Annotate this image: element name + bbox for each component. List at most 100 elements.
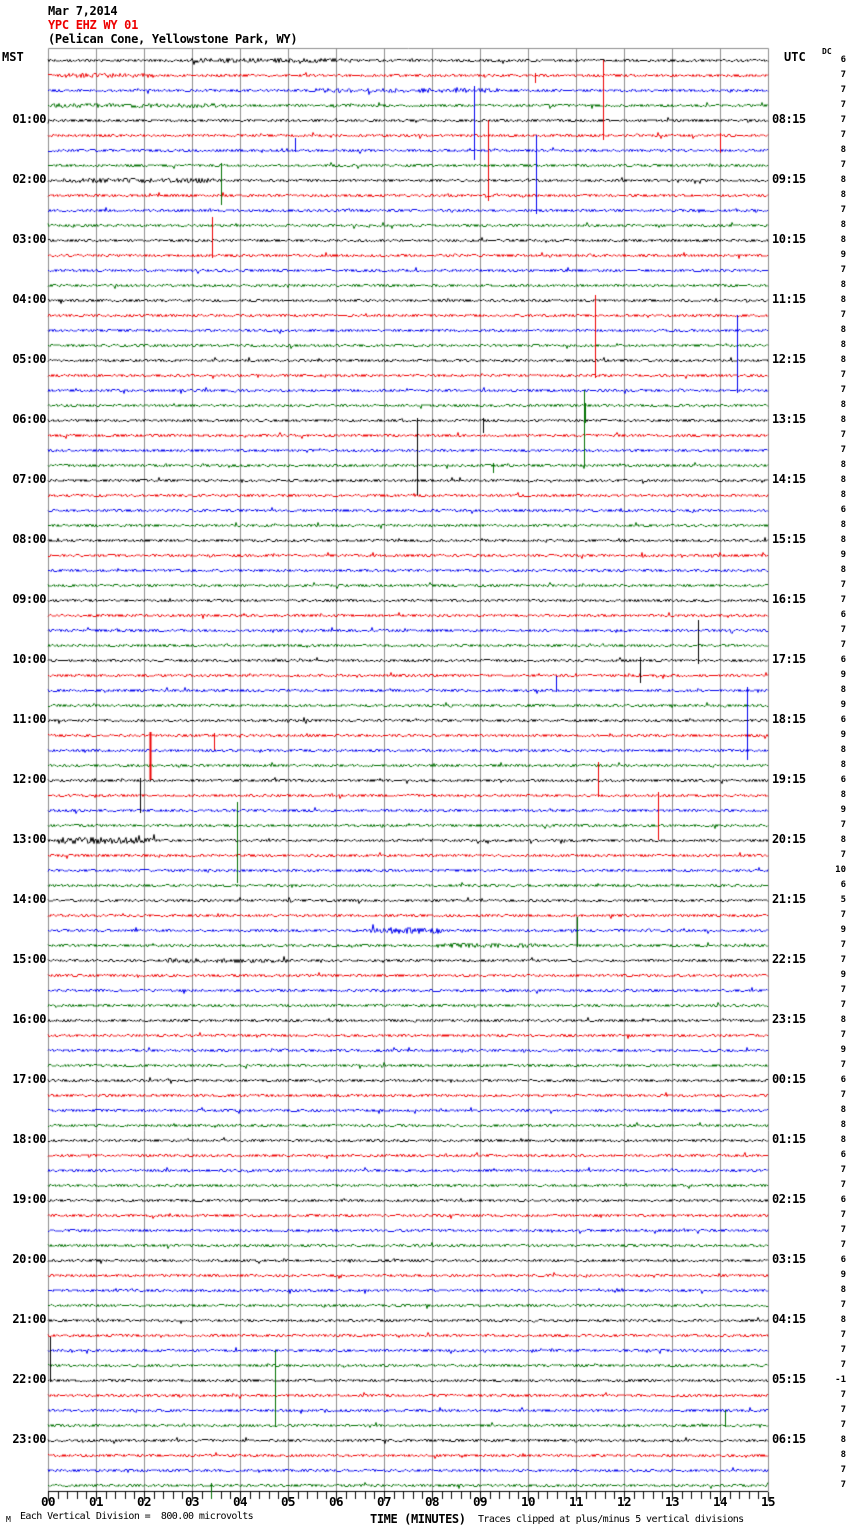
mst-time-label: 06:00 [12, 412, 46, 426]
dc-value: 7 [840, 265, 846, 275]
mst-time-label: 20:00 [12, 1252, 46, 1266]
dc-value: 8 [840, 355, 846, 365]
dc-value: 7 [840, 1465, 846, 1475]
dc-value: 8 [840, 685, 846, 695]
x-tick-label: 10 [520, 1494, 536, 1509]
x-tick-label: 15 [760, 1494, 776, 1509]
utc-time-label: 21:15 [772, 892, 806, 906]
dc-value: 8 [840, 745, 846, 755]
mst-time-label: 13:00 [12, 832, 46, 846]
x-tick-label: 05 [280, 1494, 296, 1509]
dc-value: 7 [840, 580, 846, 590]
utc-time-label: 15:15 [772, 532, 806, 546]
x-tick-label: 13 [664, 1494, 680, 1509]
utc-time-label: 11:15 [772, 292, 806, 306]
mst-axis-label: MST [2, 50, 24, 64]
dc-value: 8 [840, 190, 846, 200]
mst-time-label: 22:00 [12, 1372, 46, 1386]
dc-value: 7 [840, 130, 846, 140]
dc-value: 7 [840, 1345, 846, 1355]
station-id: YPC EHZ WY 01 [48, 18, 139, 32]
dc-value: 6 [840, 775, 846, 785]
dc-value: 7 [840, 100, 846, 110]
dc-value: 8 [840, 1285, 846, 1295]
utc-time-label: 20:15 [772, 832, 806, 846]
x-tick-label: 06 [328, 1494, 344, 1509]
station-location: (Pelican Cone, Yellowstone Park, WY) [48, 32, 298, 46]
x-tick-label: 00 [40, 1494, 56, 1509]
dc-value: 8 [840, 790, 846, 800]
dc-value: 9 [840, 1270, 846, 1280]
dc-value: 8 [840, 490, 846, 500]
mst-time-label: 17:00 [12, 1072, 46, 1086]
utc-time-label: 17:15 [772, 652, 806, 666]
x-tick-label: 04 [232, 1494, 248, 1509]
dc-value: 7 [840, 85, 846, 95]
utc-time-label: 02:15 [772, 1192, 806, 1206]
x-tick-label: 08 [424, 1494, 440, 1509]
x-tick-label: 11 [568, 1494, 584, 1509]
dc-value: 8 [840, 280, 846, 290]
dc-value: 7 [840, 70, 846, 80]
mst-time-label: 18:00 [12, 1132, 46, 1146]
dc-value: 8 [840, 1450, 846, 1460]
dc-value: 8 [840, 565, 846, 575]
dc-value: 9 [840, 700, 846, 710]
dc-value: 8 [840, 1435, 846, 1445]
utc-time-label: 12:15 [772, 352, 806, 366]
dc-value: 8 [840, 1120, 846, 1130]
utc-time-label: 05:15 [772, 1372, 806, 1386]
dc-value: 7 [840, 985, 846, 995]
dc-value: 7 [840, 910, 846, 920]
dc-value: 7 [840, 595, 846, 605]
clip-note: Traces clipped at plus/minus 5 vertical … [478, 1514, 744, 1525]
utc-time-label: 13:15 [772, 412, 806, 426]
corner-mark: M [6, 1515, 11, 1524]
dc-value: 9 [840, 550, 846, 560]
dc-value: 9 [840, 925, 846, 935]
dc-value: 8 [840, 220, 846, 230]
dc-value: 8 [840, 475, 846, 485]
dc-value: 6 [840, 1195, 846, 1205]
x-tick-label: 01 [88, 1494, 104, 1509]
dc-value: 6 [840, 55, 846, 65]
utc-time-label: 03:15 [772, 1252, 806, 1266]
utc-time-label: 06:15 [772, 1432, 806, 1446]
dc-value: 8 [840, 295, 846, 305]
mst-time-label: 23:00 [12, 1432, 46, 1446]
dc-value: 7 [840, 1330, 846, 1340]
time-axis-title: TIME (MINUTES) [370, 1512, 466, 1526]
dc-value: 7 [840, 445, 846, 455]
utc-time-label: 22:15 [772, 952, 806, 966]
dc-value: 6 [840, 880, 846, 890]
title-date: Mar 7,2014 [48, 4, 118, 18]
dc-value: 8 [840, 760, 846, 770]
mst-time-label: 01:00 [12, 112, 46, 126]
utc-time-label: 18:15 [772, 712, 806, 726]
mst-time-label: 15:00 [12, 952, 46, 966]
dc-value: 8 [840, 520, 846, 530]
dc-value: 6 [840, 1255, 846, 1265]
dc-value: 7 [840, 1030, 846, 1040]
dc-value: 7 [840, 1390, 846, 1400]
dc-value: 7 [840, 1480, 846, 1490]
utc-time-label: 19:15 [772, 772, 806, 786]
mst-time-label: 21:00 [12, 1312, 46, 1326]
dc-value: 8 [840, 340, 846, 350]
dc-value: 6 [840, 715, 846, 725]
utc-time-label: 01:15 [772, 1132, 806, 1146]
dc-value: 8 [840, 175, 846, 185]
dc-value: 7 [840, 1420, 846, 1430]
dc-value: 7 [840, 1060, 846, 1070]
x-tick-label: 14 [712, 1494, 728, 1509]
dc-value: 8 [840, 1105, 846, 1115]
dc-value: 8 [840, 460, 846, 470]
dc-value: 8 [840, 1015, 846, 1025]
dc-value: 10 [835, 865, 846, 875]
dc-value: 7 [840, 955, 846, 965]
dc-value: 7 [840, 1225, 846, 1235]
mst-time-label: 11:00 [12, 712, 46, 726]
dc-value: 8 [840, 400, 846, 410]
utc-time-label: 16:15 [772, 592, 806, 606]
